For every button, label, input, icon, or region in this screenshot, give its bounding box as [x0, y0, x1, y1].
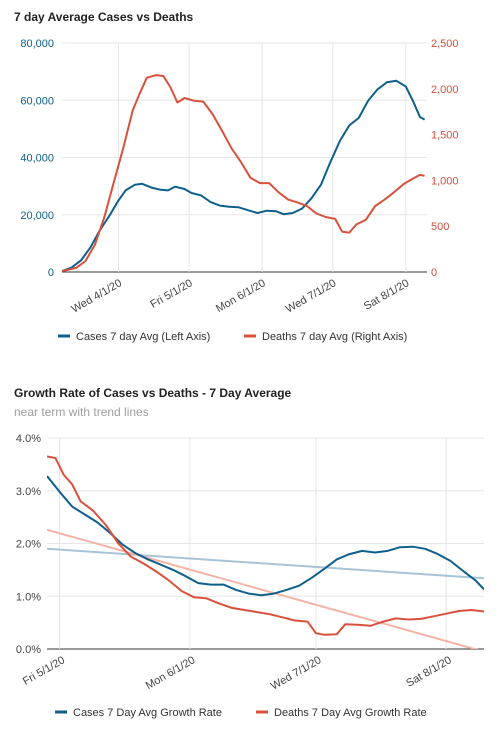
cases-series-line — [61, 79, 426, 273]
legend-label: Cases 7 day Avg (Left Axis) — [76, 331, 210, 343]
cases-growth-line — [47, 475, 484, 597]
legend-label: Cases 7 Day Avg Growth Rate — [73, 707, 222, 719]
y-right-tick-label: 1,000 — [431, 175, 459, 187]
cases-trend-line — [47, 547, 484, 580]
y-left-tick-label: 40,000 — [20, 153, 54, 165]
y-tick-label: 0.0% — [16, 644, 41, 656]
deaths-growth-line — [47, 455, 484, 636]
deaths-series-line — [61, 74, 425, 273]
cases-vs-deaths-chart: 7 day Average Cases vs Deaths 0 20,000 40,… — [0, 0, 499, 360]
y-left-tick-label: 0 — [48, 267, 54, 279]
y-right-tick-label: 2,500 — [431, 38, 459, 50]
x-tick-label: Fri 5/1/20 — [148, 277, 194, 311]
growth-rate-chart: Growth Rate of Cases vs Deaths - 7 Day A… — [0, 378, 499, 743]
x-tick-label: Wed 4/1/20 — [69, 277, 124, 315]
growth-rate-plot: 0.0% 1.0% 2.0% 3.0% 4.0% Fri 5/1/20 Mon 6/1/20… — [16, 433, 484, 719]
x-tick-label: Mon 6/1/20 — [144, 654, 198, 692]
cases-deaths-plot: 0 20,000 40,000 60,000 80,000 0 500 1,000 1,500 2… — [20, 38, 459, 343]
y-right-tick-label: 500 — [431, 221, 449, 233]
x-tick-label: Wed 7/1/20 — [284, 277, 339, 315]
y-left-tick-label: 60,000 — [20, 95, 54, 107]
y-tick-label: 1.0% — [16, 591, 41, 603]
y-tick-label: 2.0% — [16, 539, 41, 551]
legend-label: Deaths 7 Day Avg Growth Rate — [274, 707, 427, 719]
y-right-tick-label: 1,500 — [431, 130, 459, 142]
x-tick-label: Sat 8/1/20 — [362, 277, 411, 312]
y-tick-label: 4.0% — [16, 433, 41, 445]
x-tick-label: Fri 5/1/20 — [21, 654, 67, 688]
y-left-tick-label: 20,000 — [20, 210, 54, 222]
chart-subtitle: near term with trend lines — [14, 405, 149, 419]
deaths-trend-line — [47, 528, 479, 649]
y-tick-label: 3.0% — [16, 486, 41, 498]
legend-label: Deaths 7 day Avg (Right Axis) — [262, 331, 407, 343]
y-right-tick-label: 0 — [431, 267, 437, 279]
chart-title: 7 day Average Cases vs Deaths — [14, 10, 194, 24]
y-left-tick-label: 80,000 — [20, 38, 54, 50]
y-right-tick-label: 2,000 — [431, 84, 459, 96]
x-tick-label: Mon 6/1/20 — [214, 277, 268, 315]
x-tick-label: Sat 8/1/20 — [404, 654, 453, 689]
chart-title: Growth Rate of Cases vs Deaths - 7 Day A… — [14, 386, 292, 400]
x-tick-label: Wed 7/1/20 — [269, 654, 324, 692]
